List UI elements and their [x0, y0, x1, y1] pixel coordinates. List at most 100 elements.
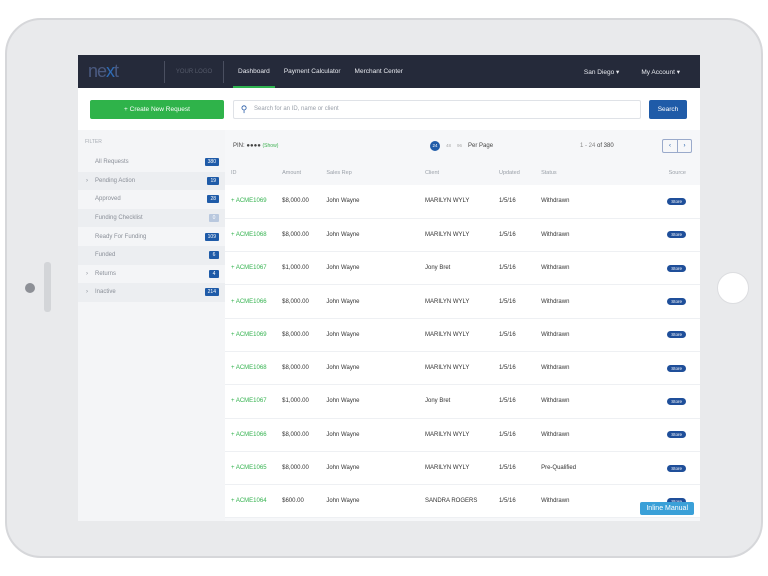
- expand-icon[interactable]: +: [231, 265, 236, 272]
- request-id-link[interactable]: ACME1065: [235, 465, 267, 472]
- expand-icon[interactable]: +: [231, 465, 236, 472]
- count-badge: 214: [204, 288, 219, 297]
- filter-label: FILTER: [85, 139, 102, 145]
- count-badge: 380: [204, 158, 219, 167]
- nav-dashboard[interactable]: Dashboard: [233, 55, 275, 88]
- request-id-link[interactable]: ACME1066: [235, 298, 267, 305]
- table-row[interactable]: + ACME1069 $8,000.00 John Wayne MARILYN WYL…: [225, 318, 700, 352]
- cell-sales-rep: John Wayne: [326, 384, 425, 419]
- table-row[interactable]: + ACME1068 $8,000.00 John Wayne MARILYN WYL…: [225, 218, 700, 253]
- pin-show-link[interactable]: (Show): [262, 142, 279, 149]
- your-logo: YOUR LOGO: [164, 60, 224, 83]
- next-page-button[interactable]: ›: [677, 139, 691, 152]
- cell-source: Store: [645, 218, 700, 253]
- column-header-status[interactable]: Status: [541, 170, 557, 176]
- pin-display: PIN: ●●●● (Show): [233, 143, 278, 149]
- nav-merchant-center[interactable]: Merchant Center: [354, 68, 403, 75]
- cell-updated: 1/5/16: [498, 484, 542, 519]
- table-row[interactable]: + ACME1066 $8,000.00 John Wayne MARILYN WYL…: [225, 418, 700, 452]
- expand-icon[interactable]: +: [231, 231, 236, 238]
- column-header-amount[interactable]: Amount: [282, 170, 302, 176]
- column-header-source[interactable]: Source: [668, 170, 686, 176]
- inline-manual-button[interactable]: Inline Manual: [640, 502, 694, 515]
- request-id-link[interactable]: ACME1068: [235, 365, 267, 372]
- column-header-client[interactable]: Client: [424, 170, 440, 176]
- cell-updated: 1/5/16: [498, 451, 542, 486]
- count-badge: 19: [207, 176, 219, 185]
- cell-status: Withdrawn: [541, 384, 646, 419]
- location-label: San Diego: [583, 68, 615, 76]
- sidebar-item-approved[interactable]: Approved 28: [78, 190, 225, 209]
- sidebar-item-funded[interactable]: Funded 6: [78, 245, 225, 265]
- cell-source: Store: [645, 318, 700, 352]
- expand-icon[interactable]: +: [231, 431, 236, 438]
- table-row[interactable]: + ACME1064 $600.00 John Wayne SANDRA ROGERS…: [225, 484, 700, 519]
- table-row[interactable]: + ACME1067 $1,000.00 John Wayne Jony Bret 1/…: [225, 384, 700, 419]
- expand-icon[interactable]: +: [231, 331, 236, 338]
- cell-client: SANDRA ROGERS: [424, 484, 499, 519]
- chevron-right-icon: ›: [86, 177, 88, 184]
- request-id-link[interactable]: ACME1069: [235, 198, 267, 205]
- source-badge: Store: [667, 197, 686, 205]
- requests-panel: PIN: ●●●● (Show) 24 48 96 Per Page 1 - 2…: [225, 130, 700, 521]
- table-row[interactable]: + ACME1069 $8,000.00 John Wayne MARILYN WYL…: [225, 185, 700, 219]
- cell-status: Withdrawn: [541, 218, 646, 253]
- sidebar-item-all-requests[interactable]: All Requests 380: [78, 153, 225, 172]
- expand-icon[interactable]: +: [231, 398, 236, 405]
- source-badge: Store: [667, 364, 686, 372]
- location-dropdown[interactable]: San Diego ▾: [584, 68, 619, 76]
- cell-id: + ACME1068: [225, 218, 283, 253]
- expand-icon[interactable]: +: [231, 298, 236, 305]
- app-screen: next YOUR LOGO Dashboard Payment Calcula…: [78, 55, 700, 521]
- source-badge: Store: [667, 464, 686, 472]
- per-page-96[interactable]: 96: [457, 143, 463, 148]
- count-badge: 0: [209, 214, 219, 223]
- search-input[interactable]: ⚲ Search for an ID, name or client: [233, 99, 641, 119]
- column-header-sales-rep[interactable]: Sales Rep: [326, 170, 352, 176]
- account-dropdown[interactable]: My Account ▾: [641, 68, 680, 76]
- search-button[interactable]: Search: [649, 99, 687, 119]
- logo[interactable]: next: [88, 61, 119, 81]
- column-header-id[interactable]: ID: [231, 170, 237, 176]
- expand-icon[interactable]: +: [231, 198, 236, 205]
- request-id-link[interactable]: ACME1068: [235, 231, 267, 238]
- sidebar-item-label: Inactive: [95, 289, 116, 296]
- request-id-link[interactable]: ACME1067: [235, 398, 267, 405]
- per-page-48[interactable]: 48: [446, 143, 452, 148]
- cell-sales-rep: John Wayne: [326, 318, 425, 352]
- source-badge: Store: [667, 497, 686, 505]
- request-id-link[interactable]: ACME1067: [235, 265, 267, 272]
- request-id-link[interactable]: ACME1066: [235, 431, 267, 438]
- sidebar-item-returns[interactable]: › Returns 4: [78, 265, 225, 284]
- cell-amount: $8,000.00: [282, 451, 327, 486]
- table-row[interactable]: + ACME1068 $8,000.00 John Wayne MARILYN WYL…: [225, 351, 700, 386]
- nav-payment-calculator[interactable]: Payment Calculator: [283, 68, 341, 75]
- per-page-24[interactable]: 24: [430, 140, 440, 151]
- sidebar-item-label: Returns: [95, 270, 117, 277]
- request-id-link[interactable]: ACME1069: [235, 331, 267, 338]
- cell-amount: $8,000.00: [282, 284, 327, 319]
- cell-status: Withdrawn: [541, 251, 646, 286]
- home-button[interactable]: [717, 272, 749, 304]
- pagination: ‹ ›: [662, 138, 692, 153]
- column-header-updated[interactable]: Updated: [498, 170, 520, 176]
- sidebar-item-pending-action[interactable]: › Pending Action 19: [78, 171, 225, 191]
- table-row[interactable]: + ACME1066 $8,000.00 John Wayne MARILYN WYL…: [225, 284, 700, 319]
- cell-updated: 1/5/16: [498, 351, 542, 386]
- cell-status: Withdrawn: [541, 351, 646, 386]
- prev-page-button[interactable]: ‹: [669, 142, 671, 149]
- cell-status: Withdrawn: [541, 284, 646, 319]
- request-id-link[interactable]: ACME1064: [235, 498, 267, 505]
- table-row[interactable]: + ACME1065 $8,000.00 John Wayne MARILYN WYL…: [225, 451, 700, 486]
- sidebar-item-inactive[interactable]: › Inactive 214: [78, 283, 225, 302]
- cell-status: Withdrawn: [541, 484, 646, 519]
- create-request-button[interactable]: + Create New Request: [90, 99, 224, 119]
- expand-icon[interactable]: +: [231, 498, 236, 505]
- cell-updated: 1/5/16: [498, 218, 542, 253]
- sidebar-item-ready-for-funding[interactable]: Ready For Funding 109: [78, 227, 225, 246]
- table-row[interactable]: + ACME1067 $1,000.00 John Wayne Jony Bret 1/…: [225, 251, 700, 286]
- per-page-selector: 24 48 96 Per Page: [430, 140, 493, 151]
- expand-icon[interactable]: +: [231, 365, 236, 372]
- sidebar-item-funding-checklist[interactable]: Funding Checklist 0: [78, 208, 225, 228]
- source-badge: Store: [667, 298, 686, 306]
